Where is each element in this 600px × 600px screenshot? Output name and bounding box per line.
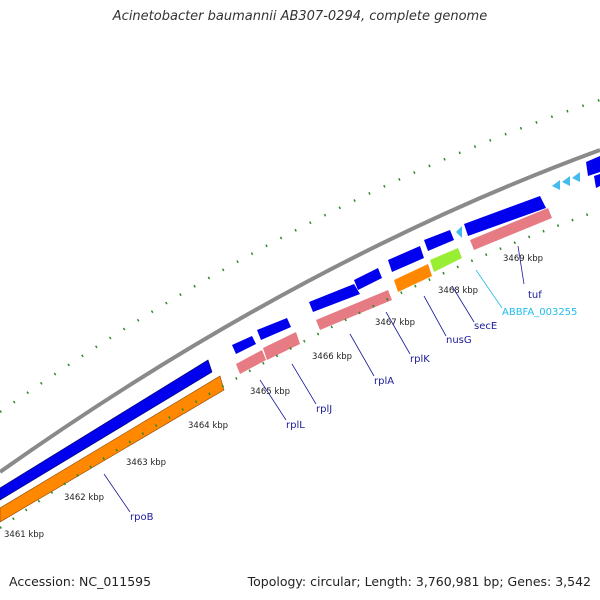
kbp-label-3469: 3469 kbp [503, 254, 543, 264]
kbp-label-3467: 3467 kbp [375, 318, 415, 328]
gene-label-tuf: tuf [528, 290, 542, 301]
feature-blocks [232, 156, 600, 374]
genome-backbone [0, 148, 600, 474]
leader-rpoB [103, 473, 131, 513]
gene-label-rplJ: rplJ [316, 404, 332, 415]
block-rplL-blue [232, 336, 256, 354]
block-rplJ-blue [257, 318, 291, 340]
cds-band-rpob-forward [0, 359, 213, 501]
kbp-label-3466: 3466 kbp [312, 352, 352, 362]
gene-label-rplL: rplL [286, 420, 305, 431]
gene-label-secE: secE [474, 321, 497, 332]
block-edge-blue [586, 156, 600, 176]
leader-rplA [349, 333, 375, 377]
accession-text: Accession: NC_011595 [9, 574, 152, 589]
leader-tuf [517, 245, 525, 285]
gene-label-nusG: nusG [446, 335, 472, 346]
block-rplL-pink [236, 350, 266, 374]
block-trna-cyan [456, 226, 462, 238]
gene-label-ABBFA_003255: ABBFA_003255 [502, 307, 577, 318]
cds-band-rpob [0, 375, 225, 523]
block-nusG-orange [394, 264, 432, 292]
map-title: Acinetobacter baumannii AB307-0294, comp… [112, 9, 488, 24]
leader-rplL [259, 379, 287, 421]
kbp-label-3464: 3464 kbp [188, 421, 228, 431]
block-rplA-blue [309, 284, 360, 312]
gene-label-rplK: rplK [410, 354, 430, 365]
leader-nusG [423, 295, 447, 337]
block-rplJ-pink [263, 332, 300, 360]
leader-secE [451, 285, 475, 323]
leader-ABBFA_003255 [475, 269, 503, 309]
kbp-label-3462: 3462 kbp [64, 493, 104, 503]
gene-label-rpoB: rpoB [130, 512, 154, 523]
block-rplA-pink [316, 290, 392, 330]
leader-rplK [385, 311, 411, 355]
block-trna-cyan-2 [552, 180, 560, 190]
block-trna-cyan-4 [572, 172, 580, 182]
block-rplK-blue [354, 268, 382, 290]
kbp-label-3465: 3465 kbp [250, 387, 290, 397]
kbp-label-3463: 3463 kbp [126, 458, 166, 468]
block-secE-green [430, 248, 462, 272]
block-trna-cyan-3 [562, 176, 570, 186]
block-secE-blue [424, 230, 454, 251]
genome-summary-text: Topology: circular; Length: 3,760,981 bp… [247, 574, 591, 589]
gene-label-rplA: rplA [374, 376, 394, 387]
block-tuf-pink [470, 208, 552, 250]
block-tuf-blue [464, 196, 546, 236]
block-nusG-blue [388, 246, 424, 272]
kbp-label-3468: 3468 kbp [438, 286, 478, 296]
inner-tick-ring [0, 208, 600, 530]
leader-rplJ [291, 363, 317, 405]
kbp-label-3461: 3461 kbp [4, 530, 44, 540]
block-edge-blue-2 [594, 174, 600, 188]
